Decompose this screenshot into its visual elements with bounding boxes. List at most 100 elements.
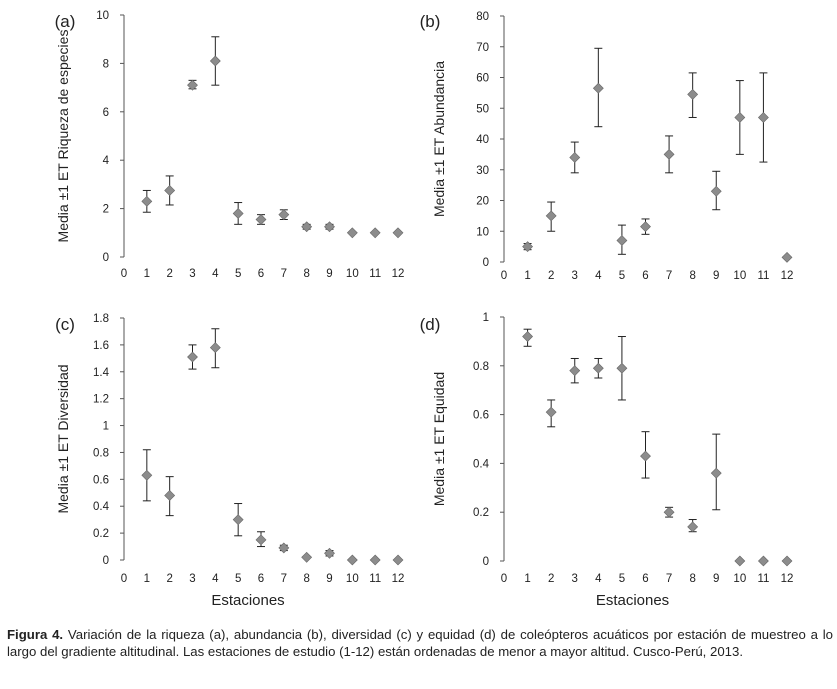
data-point bbox=[569, 365, 581, 377]
data-point bbox=[346, 227, 358, 239]
data-point bbox=[255, 534, 267, 546]
y-tick-label: 0.4 bbox=[473, 458, 490, 470]
figure-caption: Figura 4. Variación de la riqueza (a), a… bbox=[7, 626, 833, 660]
data-point bbox=[663, 148, 675, 160]
data-point bbox=[369, 227, 381, 239]
panel-label: (c) bbox=[55, 315, 75, 334]
y-tick-label: 2 bbox=[103, 204, 109, 216]
y-tick-label: 40 bbox=[476, 134, 489, 146]
x-axis-title: Estaciones bbox=[211, 592, 284, 609]
y-tick-label: 1.2 bbox=[93, 394, 109, 406]
data-point bbox=[232, 514, 244, 526]
x-tick-label: 12 bbox=[781, 573, 794, 585]
y-tick-label: 1.6 bbox=[93, 340, 109, 352]
y-tick-label: 6 bbox=[103, 107, 109, 119]
x-tick-label: 9 bbox=[326, 573, 332, 585]
data-point bbox=[545, 210, 557, 222]
x-tick-label: 0 bbox=[501, 270, 507, 282]
data-point bbox=[369, 554, 381, 566]
data-point bbox=[640, 221, 651, 233]
x-tick-label: 8 bbox=[689, 270, 695, 282]
x-tick-label: 11 bbox=[757, 573, 769, 585]
data-point bbox=[324, 221, 335, 233]
x-tick-label: 8 bbox=[303, 268, 309, 280]
y-tick-label: 4 bbox=[103, 155, 110, 167]
x-tick-label: 6 bbox=[642, 270, 648, 282]
y-tick-label: 1 bbox=[103, 421, 109, 433]
caption-text: Variación de la riqueza (a), abundancia … bbox=[7, 627, 833, 659]
data-point bbox=[757, 555, 769, 567]
x-tick-label: 3 bbox=[572, 270, 578, 282]
y-axis-title: Media ±1 ET Riqueza de especies bbox=[55, 30, 71, 243]
x-tick-label: 5 bbox=[619, 270, 625, 282]
x-tick-label: 10 bbox=[346, 573, 359, 585]
x-tick-label: 0 bbox=[501, 573, 507, 585]
data-point bbox=[592, 362, 604, 374]
x-tick-label: 2 bbox=[548, 270, 554, 282]
data-point bbox=[187, 79, 198, 91]
y-tick-label: 8 bbox=[103, 58, 109, 70]
x-tick-label: 12 bbox=[392, 268, 405, 280]
data-point bbox=[164, 490, 176, 501]
data-point bbox=[522, 241, 534, 253]
x-tick-label: 5 bbox=[235, 573, 241, 585]
data-point bbox=[187, 351, 198, 363]
y-tick-label: 10 bbox=[96, 10, 109, 22]
panel-label: (a) bbox=[55, 12, 76, 31]
y-tick-label: 0.8 bbox=[93, 447, 109, 459]
x-tick-label: 10 bbox=[733, 573, 746, 585]
y-tick-label: 0.8 bbox=[473, 361, 489, 373]
x-tick-label: 2 bbox=[166, 268, 172, 280]
y-tick-label: 0.6 bbox=[93, 474, 109, 486]
y-tick-label: 0 bbox=[103, 555, 109, 567]
data-point bbox=[301, 551, 313, 563]
y-tick-label: 80 bbox=[476, 11, 489, 23]
data-point bbox=[569, 152, 581, 163]
data-point bbox=[141, 195, 153, 207]
caption-label: Figura 4. bbox=[7, 627, 64, 642]
x-tick-label: 4 bbox=[212, 573, 219, 585]
x-tick-label: 1 bbox=[524, 573, 530, 585]
x-tick-label: 0 bbox=[121, 573, 127, 585]
data-point bbox=[346, 554, 358, 566]
data-point bbox=[734, 555, 746, 567]
y-tick-label: 0.2 bbox=[93, 528, 109, 540]
panel-3: 00.20.40.60.811.21.41.61.80 1 2 3 4 5 6 7 8 9 10 11… bbox=[55, 313, 404, 609]
x-tick-label: 2 bbox=[166, 573, 172, 585]
y-tick-label: 1 bbox=[483, 312, 489, 324]
panel-label: (d) bbox=[420, 315, 441, 334]
x-tick-label: 12 bbox=[781, 270, 794, 282]
x-tick-label: 11 bbox=[369, 573, 381, 585]
x-tick-label: 6 bbox=[258, 573, 264, 585]
data-point bbox=[278, 209, 290, 221]
x-tick-label: 4 bbox=[595, 573, 602, 585]
data-point bbox=[255, 214, 267, 225]
data-point bbox=[687, 88, 699, 100]
x-tick-label: 6 bbox=[642, 573, 648, 585]
data-point bbox=[209, 55, 221, 67]
data-point bbox=[545, 406, 557, 418]
data-point bbox=[522, 331, 534, 342]
x-tick-label: 10 bbox=[733, 270, 746, 282]
y-axis-title: Media ±1 ET Abundancia bbox=[431, 61, 447, 217]
x-tick-label: 7 bbox=[666, 270, 672, 282]
y-tick-label: 0 bbox=[483, 556, 489, 568]
x-tick-label: 4 bbox=[595, 270, 602, 282]
y-tick-label: 0 bbox=[103, 252, 109, 264]
y-tick-label: 1.8 bbox=[93, 313, 109, 325]
y-tick-label: 0.2 bbox=[473, 507, 489, 519]
y-tick-label: 20 bbox=[476, 196, 489, 208]
x-axis-title: Estaciones bbox=[596, 592, 669, 609]
data-point bbox=[324, 547, 335, 559]
y-tick-label: 50 bbox=[476, 103, 489, 115]
y-tick-label: 0 bbox=[483, 257, 489, 269]
data-point bbox=[616, 362, 628, 374]
x-tick-label: 5 bbox=[619, 573, 625, 585]
y-tick-label: 1.4 bbox=[93, 367, 110, 379]
x-tick-label: 7 bbox=[281, 573, 287, 585]
x-tick-label: 12 bbox=[392, 573, 405, 585]
